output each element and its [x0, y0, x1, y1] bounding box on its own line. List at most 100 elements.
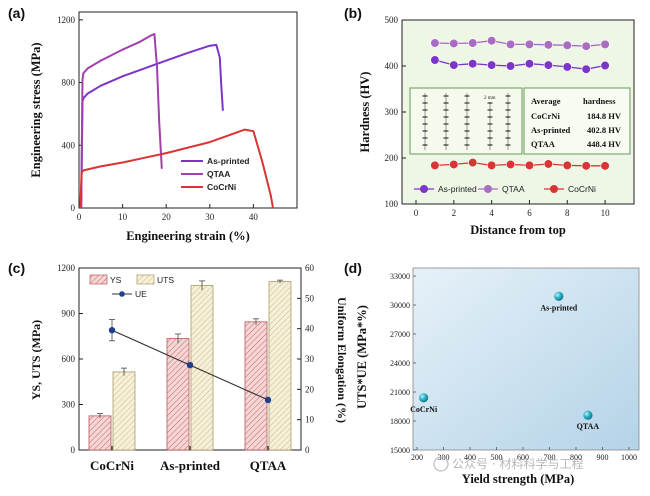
x-tick-label: 800	[570, 453, 582, 462]
panel-d-ylabel: UTS*UE (MPa*%)	[355, 305, 369, 409]
inset-hardness-table	[523, 87, 631, 155]
x-tick-label: 40	[249, 212, 259, 222]
legend-label-ue: UE	[135, 289, 147, 299]
inset-table-header-1: Average	[531, 96, 561, 106]
hardness-point	[505, 61, 516, 71]
hardness-point	[562, 40, 572, 50]
category-label: QTAA	[250, 458, 287, 473]
category-label: CoCrNi	[90, 458, 134, 473]
inset-table-row-1-name: CoCrNi	[531, 111, 560, 121]
hardness-point	[505, 159, 516, 170]
uts-bar	[190, 285, 214, 451]
hardness-point	[581, 161, 591, 171]
y-tick-label: 600	[62, 354, 76, 364]
hardness-point	[449, 38, 459, 49]
ys-bar	[88, 415, 112, 451]
y-tick-label: 21000	[390, 388, 410, 397]
y-tick-label: 800	[62, 78, 76, 88]
x-tick-label: 200	[411, 453, 423, 462]
uts-bar	[112, 371, 136, 451]
hardness-point	[524, 160, 535, 170]
legend-label: CoCrNi	[207, 182, 236, 192]
panel-c-ticks: 0 300 600 900 1200 0 10 20 30 40 50 60 CoCrNi As-prin…	[57, 263, 315, 473]
y-tick-label: 200	[385, 153, 399, 163]
y-tick-label: 400	[385, 61, 399, 71]
hardness-point	[468, 59, 478, 69]
scatter-label: QTAA	[577, 422, 600, 431]
hardness-point	[524, 39, 535, 49]
panel-c: (c) 0 300 600 900 1200 0 10 20 30 40 50 60 CoCrNi As-…	[8, 260, 349, 473]
legend-swatch-ue-marker	[119, 291, 125, 297]
hardness-point	[430, 55, 440, 65]
scatter-point-qtaa	[583, 410, 593, 420]
category-label: As-printed	[160, 458, 221, 473]
panel-b-legend: As-printed QTAA CoCrNi	[414, 184, 596, 194]
hardness-line-as-printed	[434, 59, 606, 70]
hardness-line-cocrni	[434, 161, 606, 167]
panel-d: (d) 200 300 400 500 600 700 800 900 100015000180…	[344, 260, 640, 486]
panel-a-frame	[78, 11, 298, 209]
panel-b-ticks: 0 2 4 6 8 10 100 200 300 400 500	[385, 15, 611, 218]
stress-strain-curve-as-printed	[80, 43, 224, 209]
inset-scale-label: 2 mm	[484, 96, 496, 101]
y-tick-label: 400	[62, 140, 76, 150]
inset-table-row-3-value: 448.4 HV	[587, 139, 622, 149]
panel-b-xlabel: Distance from top	[470, 223, 566, 237]
hardness-point	[600, 39, 610, 49]
hardness-point	[487, 36, 497, 46]
hardness-point	[600, 60, 610, 71]
y-tick-label: 1200	[57, 263, 76, 273]
legend-label: As-printed	[438, 184, 477, 194]
y-tick-label: 1200	[57, 15, 76, 25]
x-tick-label: 500	[491, 453, 503, 462]
y-tick-label: 27000	[390, 330, 410, 339]
stress-strain-curve-qtaa	[80, 33, 163, 209]
inset-table-row-2-name: As-printed	[531, 125, 570, 135]
panel-d-ticks: 200 300 400 500 600 700 800 900 1000150001800021…	[390, 272, 637, 462]
panel-c-legend: YS UTS UE	[89, 274, 174, 299]
legend-label-uts: UTS	[157, 275, 174, 285]
y-tick-label: 15000	[390, 446, 410, 455]
legend-label: QTAA	[502, 184, 525, 194]
hardness-point	[524, 59, 535, 69]
panel-c-bars	[88, 279, 292, 451]
inset-indent-map	[409, 87, 523, 155]
x-tick-label: 400	[464, 453, 476, 462]
ys-bar	[166, 338, 190, 451]
x-tick-label: 30	[205, 212, 215, 222]
y-tick-label: 500	[385, 15, 399, 25]
x-tick-label: 0	[77, 212, 82, 222]
hardness-point	[487, 160, 497, 170]
hardness-point	[468, 158, 478, 168]
x-tick-label: 4	[489, 208, 494, 218]
panel-d-plot-area	[412, 267, 640, 451]
hardness-point	[562, 160, 572, 170]
y-tick-label: 300	[62, 400, 76, 410]
watermark: 公众号 · 材料科学与工程	[433, 456, 583, 472]
legend-swatch-marker	[550, 185, 558, 193]
y-tick-label: 900	[62, 309, 76, 319]
hardness-point	[468, 38, 478, 48]
y-right-tick-label: 50	[305, 293, 315, 303]
y-right-tick-label: 60	[305, 263, 315, 273]
inset-indent-marks	[422, 93, 511, 150]
y-right-tick-label: 30	[305, 354, 315, 364]
legend-label: QTAA	[207, 169, 230, 179]
y-tick-label: 0	[71, 445, 76, 455]
hardness-point	[543, 60, 553, 70]
hardness-point	[581, 41, 591, 51]
x-tick-label: 0	[414, 208, 419, 218]
y-tick-label: 100	[385, 199, 399, 209]
x-tick-label: 1000	[621, 453, 637, 462]
inset-table-row-3-name: QTAA	[531, 139, 556, 149]
hardness-point	[430, 38, 440, 48]
ue-point	[264, 396, 272, 404]
inset-table-header-2: hardness	[583, 96, 616, 106]
y-tick-label: 30000	[390, 301, 410, 310]
panel-c-frame	[78, 267, 302, 451]
legend-swatch-uts	[136, 274, 155, 285]
watermark-logo-icon	[433, 456, 449, 472]
